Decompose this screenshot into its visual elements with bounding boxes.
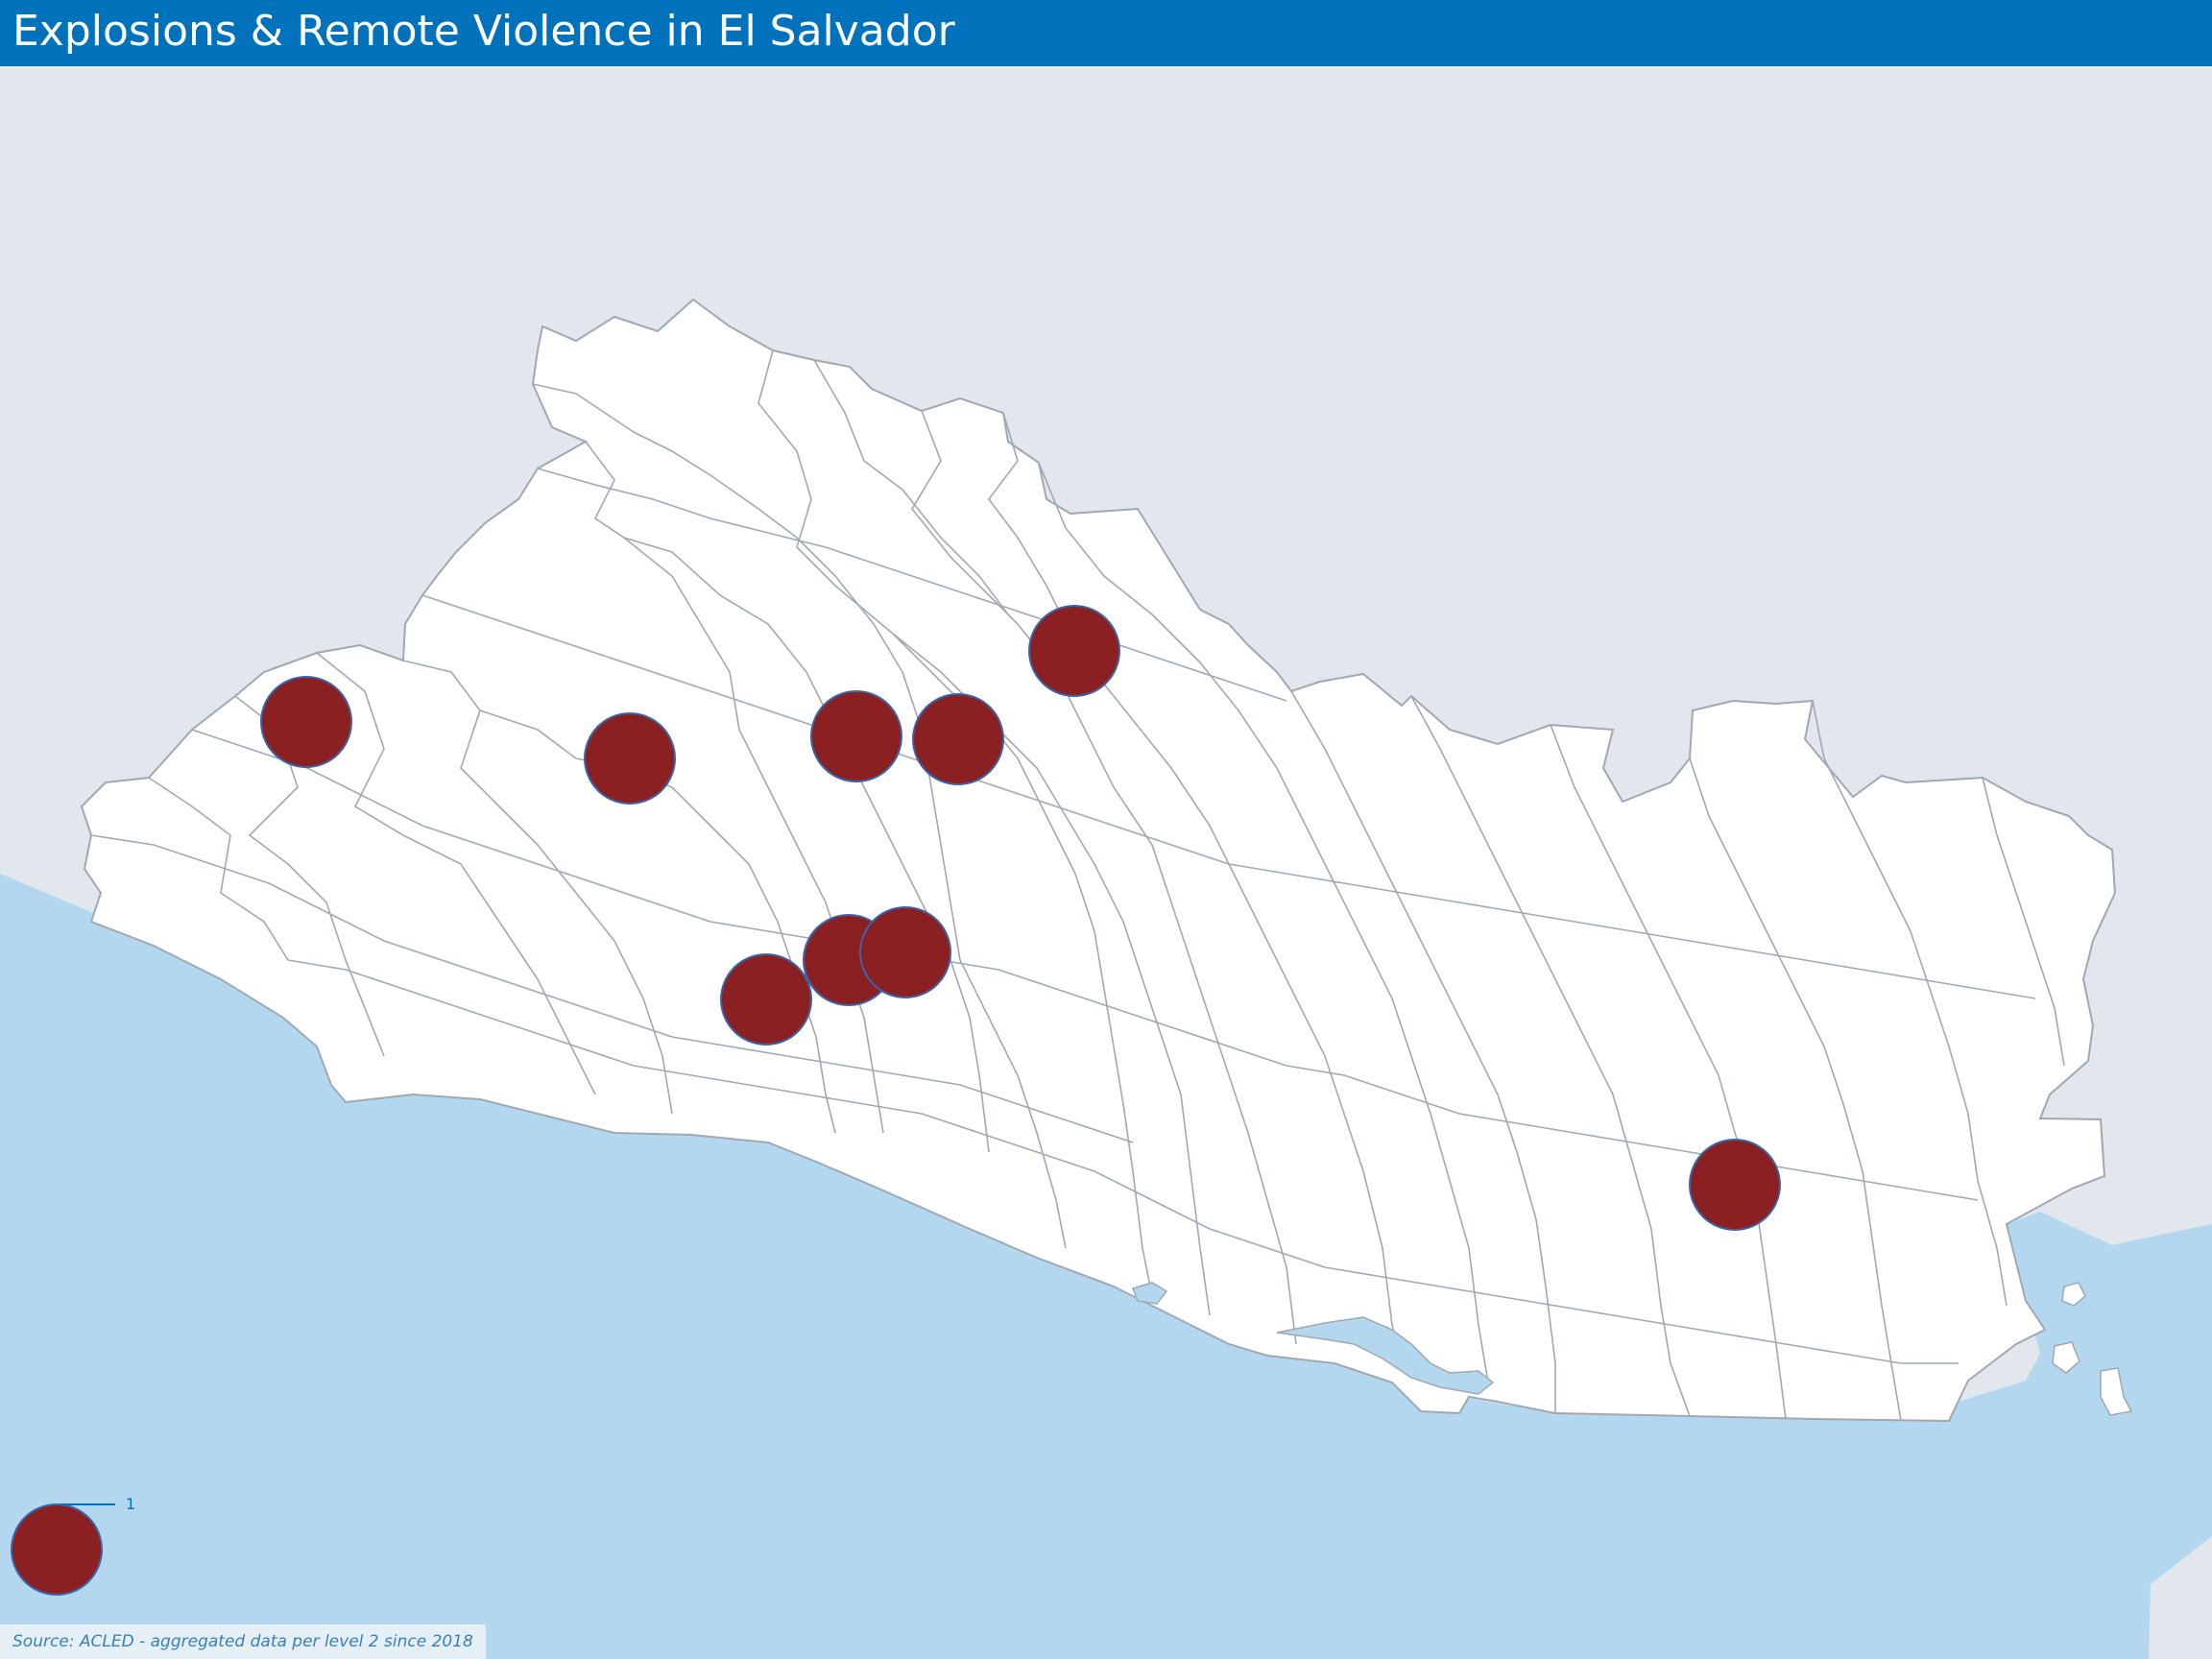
- event-marker[interactable]: [912, 693, 1004, 785]
- jiquilisco-bay: [1276, 1316, 1495, 1395]
- island-2: [2052, 1341, 2080, 1374]
- source-box: Source: ACLED - aggregated data per leve…: [0, 1624, 486, 1659]
- pacific-ocean: [0, 874, 2212, 1659]
- map-legend: 1: [11, 1495, 135, 1596]
- event-marker[interactable]: [1028, 605, 1120, 697]
- legend-circle: [11, 1503, 103, 1596]
- event-marker[interactable]: [810, 690, 902, 782]
- map-title: Explosions & Remote Violence in El Salva…: [12, 7, 955, 56]
- island-1: [2061, 1282, 2086, 1307]
- event-marker[interactable]: [584, 712, 676, 805]
- source-note: Source: ACLED - aggregated data per leve…: [12, 1632, 473, 1651]
- lake-ilopango: [1132, 1282, 1168, 1305]
- island-3: [2100, 1367, 2133, 1416]
- title-bar: Explosions & Remote Violence in El Salva…: [0, 0, 2212, 66]
- event-markers: [260, 605, 1781, 1231]
- event-marker[interactable]: [260, 676, 352, 768]
- event-marker[interactable]: [859, 906, 951, 998]
- event-marker[interactable]: [720, 953, 812, 1046]
- legend-value-label: 1: [126, 1495, 135, 1513]
- event-marker[interactable]: [1689, 1139, 1781, 1231]
- el-salvador-land[interactable]: [80, 298, 2117, 1423]
